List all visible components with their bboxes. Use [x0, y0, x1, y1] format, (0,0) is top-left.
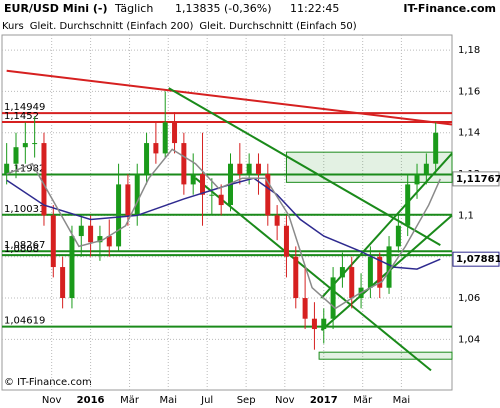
candle-body — [367, 256, 373, 288]
candle-body — [144, 143, 150, 175]
candle-body — [405, 184, 411, 226]
y-tick-label: 1,18 — [458, 45, 480, 56]
candle-body — [162, 122, 168, 154]
candle-body — [246, 163, 252, 175]
candle-body — [302, 298, 308, 319]
last-value-box — [452, 171, 500, 187]
candle-body — [283, 225, 289, 257]
candle-body — [265, 174, 271, 216]
candle-body — [395, 225, 401, 247]
candle-body — [106, 236, 112, 247]
level-label: 1,04619 — [4, 316, 45, 327]
candle-body — [60, 267, 66, 299]
legend-entry: Gleit. Durchschnitt (Einfach 50) — [199, 21, 356, 32]
candle-body — [255, 163, 261, 175]
moving-average — [6, 177, 441, 270]
legend-entry: Gleit. Durchschnitt (Einfach 200) — [30, 21, 194, 32]
candle-body — [321, 318, 327, 330]
candle-body — [339, 267, 345, 278]
candle-body — [13, 147, 19, 164]
time: 11:22:45 — [290, 2, 339, 15]
candle-body — [200, 174, 206, 195]
candle-body — [377, 256, 383, 288]
candle-body — [423, 163, 429, 175]
candle-body — [414, 174, 420, 185]
x-tick-label: Nov — [42, 395, 62, 406]
candle-body — [50, 215, 56, 268]
candle-body — [218, 194, 224, 206]
last-value-label: 1,07881 — [456, 254, 500, 265]
candle-body — [386, 246, 392, 288]
candle-body — [311, 318, 317, 330]
candle-body — [32, 143, 38, 145]
level-label: 1,08267 — [4, 240, 45, 251]
candle-body — [134, 174, 140, 216]
x-tick-label: Sep — [237, 395, 256, 406]
level-label: 1,10031 — [4, 204, 45, 215]
copyright: © IT-Finance.com — [4, 377, 92, 388]
candle-body — [88, 225, 94, 243]
level-label: 1,1452 — [4, 111, 39, 122]
zone — [318, 351, 453, 360]
chart-title: EUR/USD Mini (-) — [4, 2, 108, 15]
quote: 1,13835 (-0,36%) — [175, 2, 271, 15]
trendline — [6, 69, 453, 126]
moving-average — [6, 148, 441, 310]
candle-body — [433, 132, 439, 164]
candle-body — [4, 163, 10, 175]
candle-body — [172, 122, 178, 144]
level-label: 1,11982 — [4, 163, 45, 174]
candle-body — [97, 236, 103, 243]
x-tick-label: Mai — [159, 395, 177, 406]
level-label: 1,0808 — [4, 244, 39, 255]
level-label: 1,14949 — [4, 102, 45, 113]
candle-body — [181, 143, 187, 185]
trendline — [168, 87, 441, 247]
y-tick-label: 1,14 — [458, 128, 480, 139]
interval: Täglich — [114, 2, 153, 15]
candle-body — [78, 225, 84, 237]
x-tick-label: Mär — [353, 395, 373, 406]
candle-body — [293, 256, 299, 299]
source: IT-Finance.com — [403, 2, 496, 15]
x-tick-label: Mär — [120, 395, 140, 406]
legend-entry: Kurs — [2, 21, 24, 32]
last-value-label: 1,11767 — [456, 174, 500, 185]
y-tick-label: 1,1 — [458, 210, 474, 221]
y-tick-label: 1,04 — [458, 334, 480, 345]
x-tick-label: Nov — [275, 395, 295, 406]
candle-body — [41, 143, 47, 216]
candle-body — [190, 174, 196, 185]
y-tick-label: 1,06 — [458, 293, 480, 304]
candle-body — [116, 184, 122, 247]
last-value-box — [452, 251, 500, 267]
candle-body — [274, 215, 280, 226]
trendline — [194, 177, 432, 372]
candle-body — [330, 277, 336, 319]
candle-body — [69, 236, 75, 299]
x-tick-label: 2016 — [77, 395, 105, 406]
y-tick-label: 1,16 — [458, 86, 480, 97]
candle-body — [125, 184, 131, 216]
candle-body — [209, 194, 215, 196]
candle-body — [153, 143, 159, 154]
candle-body — [22, 143, 28, 148]
x-tick-label: Mai — [393, 395, 411, 406]
x-tick-label: Jul — [200, 395, 213, 406]
x-tick-label: 2017 — [310, 395, 338, 406]
plot-frame — [1, 34, 453, 391]
candle-body — [237, 163, 243, 175]
candle-body — [349, 267, 355, 299]
